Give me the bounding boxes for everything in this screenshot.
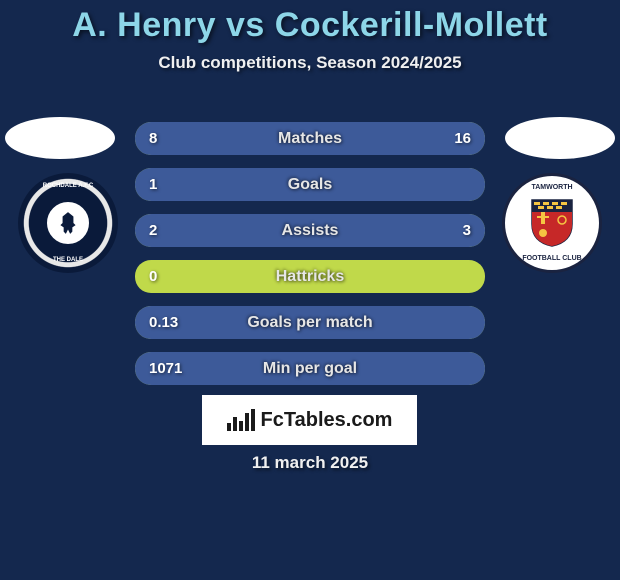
stat-row: Assists2 3: [135, 214, 485, 247]
brand-box: FcTables.com: [202, 395, 417, 445]
comparison-card: A. Henry vs Cockerill-Mollett Club compe…: [0, 0, 620, 580]
stat-label: Assists: [135, 222, 485, 240]
brand-text: FcTables.com: [261, 409, 393, 432]
stat-label: Goals: [135, 176, 485, 194]
stat-label: Hattricks: [135, 268, 485, 286]
stat-row: Goals1: [135, 168, 485, 201]
stat-row: Hattricks0: [135, 260, 485, 293]
club-badge-right: TAMWORTH FOOTBALL CLUB: [502, 173, 602, 273]
stat-label: Min per goal: [135, 360, 485, 378]
club-motto-left: THE DALE: [18, 257, 118, 263]
subtitle: Club competitions, Season 2024/2025: [0, 53, 620, 73]
stat-value-left: 1: [149, 176, 157, 193]
stat-label: Goals per match: [135, 314, 485, 332]
stat-value-left: 1071: [149, 360, 182, 377]
stat-value-left: 0: [149, 268, 157, 285]
stat-label: Matches: [135, 130, 485, 148]
player-photo-right: [505, 117, 615, 159]
tamworth-shield-icon: [530, 198, 574, 248]
stats-container: Matches8 16 Goals1 Assists2 3 Hattricks0 Goals…: [135, 122, 485, 398]
club-name-right-top: TAMWORTH: [531, 184, 572, 191]
page-title: A. Henry vs Cockerill-Mollett: [0, 0, 620, 45]
stat-row: Goals per match0.13: [135, 306, 485, 339]
club-name-left: ROCHDALE A.F.C: [18, 183, 118, 189]
card-date: 11 march 2025: [0, 453, 620, 473]
stat-value-left: 8: [149, 130, 157, 147]
stat-row: Min per goal1071: [135, 352, 485, 385]
player-photo-left: [5, 117, 115, 159]
stat-value-left: 2: [149, 222, 157, 239]
stat-value-right: 16: [454, 130, 471, 147]
stat-value-right: 3: [463, 222, 471, 239]
club-name-right-bot: FOOTBALL CLUB: [522, 255, 581, 262]
stat-value-left: 0.13: [149, 314, 178, 331]
brand-chart-icon: [227, 409, 255, 431]
rochdale-crest-icon: [44, 199, 92, 247]
club-badge-left: ROCHDALE A.F.C THE DALE: [18, 173, 118, 273]
stat-row: Matches8 16: [135, 122, 485, 155]
